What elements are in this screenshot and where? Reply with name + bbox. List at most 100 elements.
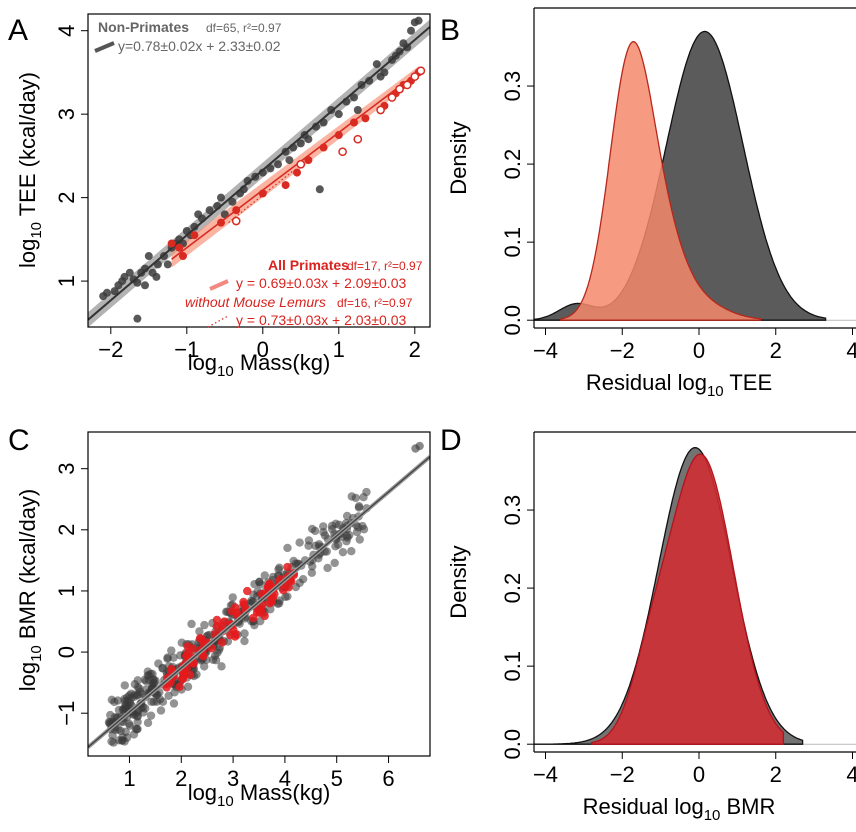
panel-b-xlabel: Residual log10 TEE: [586, 370, 772, 400]
bmr-primate-point: [185, 670, 195, 680]
bmr-nonprimate-point: [169, 699, 179, 708]
nonprimate-point: [228, 197, 237, 206]
nonprimate-point: [353, 105, 362, 114]
legend-nonprimate-name: Non-Primates: [98, 19, 189, 35]
primate-open-point: [376, 105, 385, 115]
nonprimate-point: [133, 278, 142, 287]
panel-d-xtick-label-3: 2: [770, 762, 782, 787]
panel-d-xlabel: Residual log10 BMR: [583, 794, 776, 824]
nonprimate-point: [304, 135, 313, 144]
panel-b-xtick-label-0: −4: [533, 338, 558, 363]
legend-allprimates-name: All Primates: [268, 257, 349, 273]
bmr-nonprimate-point: [228, 593, 237, 602]
panel-b-xtick-label-4: 4: [846, 338, 856, 363]
panel-a-frame: [87, 13, 431, 328]
primate-open-point: [353, 134, 363, 144]
bmr-nonprimate-point: [141, 704, 150, 713]
bmr-nonprimate-point: [167, 646, 176, 655]
primate-point: [232, 206, 241, 215]
bmr-nonprimate-point: [211, 656, 221, 665]
panel-c-ytick-label-2: 1: [54, 585, 79, 597]
panel-d-ytick-label-2: 0.2: [500, 573, 525, 604]
bmr-nonprimate-point: [200, 662, 209, 671]
panel-d-xtick-label-0: −4: [533, 762, 558, 787]
panel-c-xtick-label-3: 4: [279, 766, 291, 791]
primate-point: [258, 189, 267, 198]
bmr-nonprimate-point: [147, 697, 156, 706]
bmr-nonprimate-point: [308, 562, 317, 571]
nonprimate-point: [141, 281, 149, 290]
panel-d-xtick-label-2: 0: [693, 762, 705, 787]
legend-allprimates-eq: y = 0.69±0.03x + 2.09±0.03: [236, 275, 406, 291]
nonprimate-point: [315, 185, 324, 194]
panel-label-c: C: [8, 424, 30, 457]
primate-point: [350, 118, 358, 127]
nonprimate-point: [296, 139, 305, 148]
bmr-nonprimate-point: [250, 620, 259, 630]
bmr-nonprimate-point: [146, 711, 156, 720]
panel-c-plot-area: [88, 441, 430, 749]
bmr-primate-point: [254, 605, 263, 615]
bmr-nonprimate-point: [158, 663, 167, 673]
nonprimate-point: [243, 176, 252, 185]
panel-label-b: B: [440, 14, 460, 47]
panel-a-chart: −2 −1 0 1 2 1 2 3 4 log10 Mass(kg) log10 TEE (kcal…: [15, 13, 431, 380]
bmr-nonprimate-point: [283, 543, 292, 553]
bmr-nonprimate-point: [319, 522, 328, 531]
bmr-primate-point: [249, 613, 258, 623]
panel-d-ytick-label-3: 0.3: [500, 495, 525, 526]
bmr-nonprimate-point: [120, 681, 129, 690]
primate-open-point: [231, 216, 241, 226]
bmr-nonprimate-point: [200, 620, 209, 630]
panel-c-xtick-label-2: 3: [227, 766, 239, 791]
bmr-primate-point: [265, 599, 274, 608]
panel-b-chart: −4 −2 0 2 4 0.0 0.1 0.2 0.3 Residual log10 TEE Den…: [446, 7, 856, 400]
panel-a-xtick-label-4: 2: [409, 337, 421, 362]
bmr-nonprimate-point: [187, 619, 196, 629]
primate-open-point: [402, 80, 412, 90]
bmr-nonprimate-point: [133, 724, 142, 734]
bmr-nonprimate-point: [113, 696, 123, 705]
panel-a-ytick-label-1: 2: [54, 192, 79, 204]
panel-c-xtick-label-1: 2: [175, 766, 187, 791]
bmr-primate-point: [265, 579, 274, 588]
panel-d-ytick-label-0: 0.0: [500, 729, 525, 760]
bmr-nonprimate-point: [304, 536, 314, 545]
bmr-nonprimate-point: [130, 680, 140, 689]
panel-d-density-1: [590, 453, 785, 745]
primate-point: [179, 252, 187, 261]
panel-c-xlabel: log10 Mass(kg): [188, 780, 331, 810]
bmr-nonprimate-point: [143, 718, 153, 728]
nonprimate-point: [163, 260, 172, 269]
bmr-primate-point: [283, 562, 292, 572]
nonprimate-point: [152, 272, 161, 281]
panel-a-xtick-label-3: 1: [333, 337, 345, 362]
primate-point: [304, 156, 313, 165]
bmr-nonprimate-point: [156, 706, 166, 715]
bmr-nonprimate-point: [114, 736, 124, 745]
bmr-nonprimate-point: [143, 667, 153, 676]
primate-point: [217, 218, 225, 227]
bmr-primate-point: [239, 597, 248, 607]
bmr-nonprimate-point: [345, 530, 354, 540]
panel-c-ytick-label-1: 0: [54, 646, 79, 658]
nonprimate-point: [380, 68, 389, 77]
nonprimate-point: [144, 252, 153, 261]
nonprimate-point: [312, 122, 320, 131]
primate-point: [293, 168, 301, 177]
nonprimate-point: [365, 76, 374, 85]
nonprimate-point: [190, 222, 199, 231]
legend-nonprimate-stats: df=65, r²=0.97: [206, 21, 282, 35]
primate-point: [175, 243, 184, 252]
bmr-nonprimate-point: [183, 682, 193, 691]
panel-b-xtick-label-3: 2: [770, 338, 782, 363]
panel-a-ytick-label-3: 4: [54, 25, 79, 37]
bmr-nonprimate-point: [311, 541, 320, 550]
bmr-nonprimate-point: [240, 636, 249, 646]
panel-label-d: D: [440, 424, 462, 457]
panel-a-xtick-label-2: 0: [257, 337, 269, 362]
panel-c-ytick-label-4: 3: [54, 463, 79, 475]
nonprimate-point: [133, 314, 142, 323]
